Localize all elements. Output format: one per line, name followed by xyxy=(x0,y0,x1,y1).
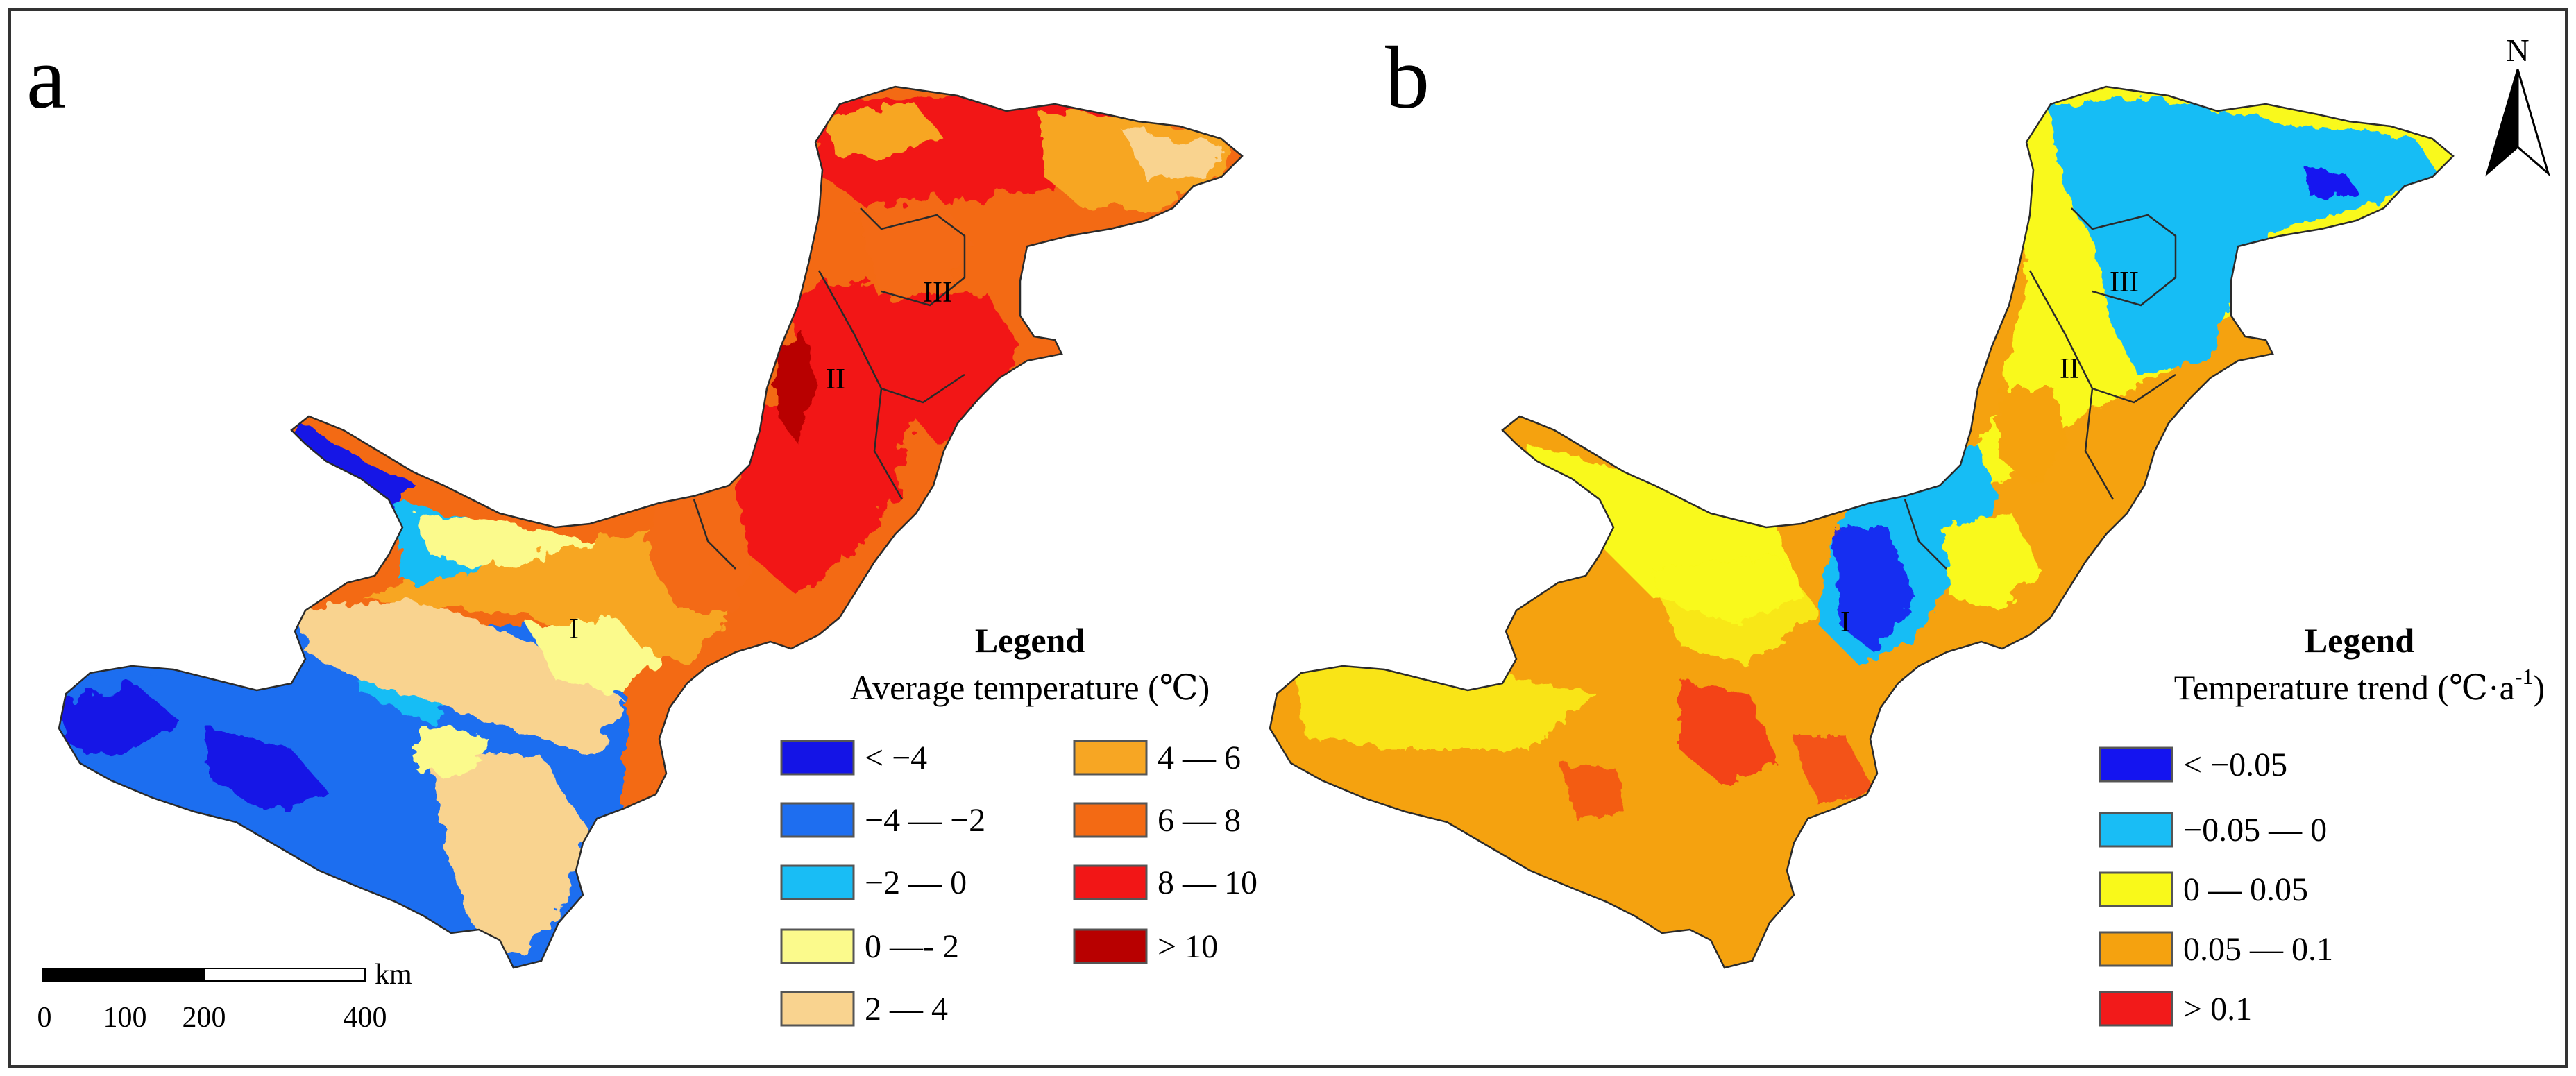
temperature-legend-swatch xyxy=(780,802,855,838)
panel-a-legend: Legend Average temperature (℃) < −4 −4 — … xyxy=(780,621,1257,1027)
scale-bar-tick-200: 200 xyxy=(183,1002,226,1034)
region-label-ii: II xyxy=(826,364,845,395)
legend-subtitle: Average temperature (℃) xyxy=(850,668,1210,707)
scale-bar-tick-100: 100 xyxy=(103,1002,147,1034)
temperature-legend-item: −2 — 0 xyxy=(780,864,967,901)
trend-legend-swatch xyxy=(2099,931,2174,967)
temperature-legend-item: > 10 xyxy=(1073,928,1218,965)
temperature-legend-label: < −4 xyxy=(865,740,927,776)
scale-bar: km 0 100 200 400 xyxy=(37,959,413,1034)
subbasin-boundary-a xyxy=(693,207,966,570)
legend-subtitle: Temperature trend (℃·a-1) xyxy=(2174,664,2545,707)
north-label: N xyxy=(2506,33,2529,68)
trend-legend-label: −0.05 — 0 xyxy=(2183,812,2327,848)
temperature-legend-label: 0 —- 2 xyxy=(865,928,959,965)
region-label-i: I xyxy=(569,613,579,645)
temperature-legend-item: 8 — 10 xyxy=(1073,864,1257,901)
temperature-legend-label: 6 — 8 xyxy=(1158,802,1241,839)
temperature-legend-swatch xyxy=(1073,802,1148,838)
scale-bar-tick-0: 0 xyxy=(37,1002,52,1034)
trend-legend-item: < −0.05 xyxy=(2099,746,2287,783)
region-label-iii: III xyxy=(2110,266,2139,298)
trend-legend-swatch xyxy=(2099,812,2174,848)
temperature-legend-swatch xyxy=(780,928,855,964)
temperature-legend-item: < −4 xyxy=(780,740,927,776)
legend-title: Legend xyxy=(2305,621,2415,660)
temperature-legend-swatch xyxy=(1073,864,1148,900)
temperature-legend-label: 2 — 4 xyxy=(865,991,948,1027)
temperature-legend-swatch xyxy=(780,740,855,776)
scale-bar-tick-400: 400 xyxy=(344,1002,387,1034)
trend-legend-item: 0.05 — 0.1 xyxy=(2099,931,2333,968)
trend-legend-item: −0.05 — 0 xyxy=(2099,812,2327,848)
subbasin-boundary-b xyxy=(1904,207,2177,570)
temperature-legend-item: 4 — 6 xyxy=(1073,740,1241,776)
scale-bar-unit: km xyxy=(375,959,412,991)
trend-legend-swatch xyxy=(2099,746,2174,783)
trend-legend-label: < −0.05 xyxy=(2183,746,2287,783)
trend-legend-item: 0 — 0.05 xyxy=(2099,871,2308,908)
temperature-legend-item: −4 — −2 xyxy=(780,802,985,839)
trend-legend-item: > 0.1 xyxy=(2099,991,2252,1027)
temperature-legend-label: −2 — 0 xyxy=(865,864,967,901)
legend-title: Legend xyxy=(975,621,1085,660)
trend-legend-label: > 0.1 xyxy=(2183,991,2252,1027)
temperature-legend-swatch xyxy=(780,864,855,900)
trend-legend-label: 0 — 0.05 xyxy=(2183,871,2308,908)
region-label-ii: II xyxy=(2060,353,2079,385)
panel-b-label: b xyxy=(1385,28,1430,127)
north-arrow-icon: N xyxy=(2485,33,2550,177)
temperature-legend-swatch xyxy=(780,991,855,1027)
temperature-legend-label: 8 — 10 xyxy=(1158,864,1257,901)
panel-a-label: a xyxy=(26,28,66,127)
temperature-legend-label: 4 — 6 xyxy=(1158,740,1241,776)
temperature-legend-item: 2 — 4 xyxy=(780,991,948,1027)
temperature-legend-swatch xyxy=(1073,928,1148,964)
trend-legend-swatch xyxy=(2099,991,2174,1027)
trend-legend-label: 0.05 — 0.1 xyxy=(2183,931,2333,968)
panel-b-legend: Legend Temperature trend (℃·a-1) < −0.05… xyxy=(2099,621,2545,1027)
temperature-legend-label: > 10 xyxy=(1158,928,1218,965)
region-label-i: I xyxy=(1840,606,1850,638)
temperature-legend-label: −4 — −2 xyxy=(865,802,985,839)
temperature-legend-item: 6 — 8 xyxy=(1073,802,1241,839)
trend-legend-swatch xyxy=(2099,871,2174,907)
temperature-legend-swatch xyxy=(1073,740,1148,776)
temperature-legend-item: 0 —- 2 xyxy=(780,928,959,965)
region-label-iii: III xyxy=(923,277,952,309)
